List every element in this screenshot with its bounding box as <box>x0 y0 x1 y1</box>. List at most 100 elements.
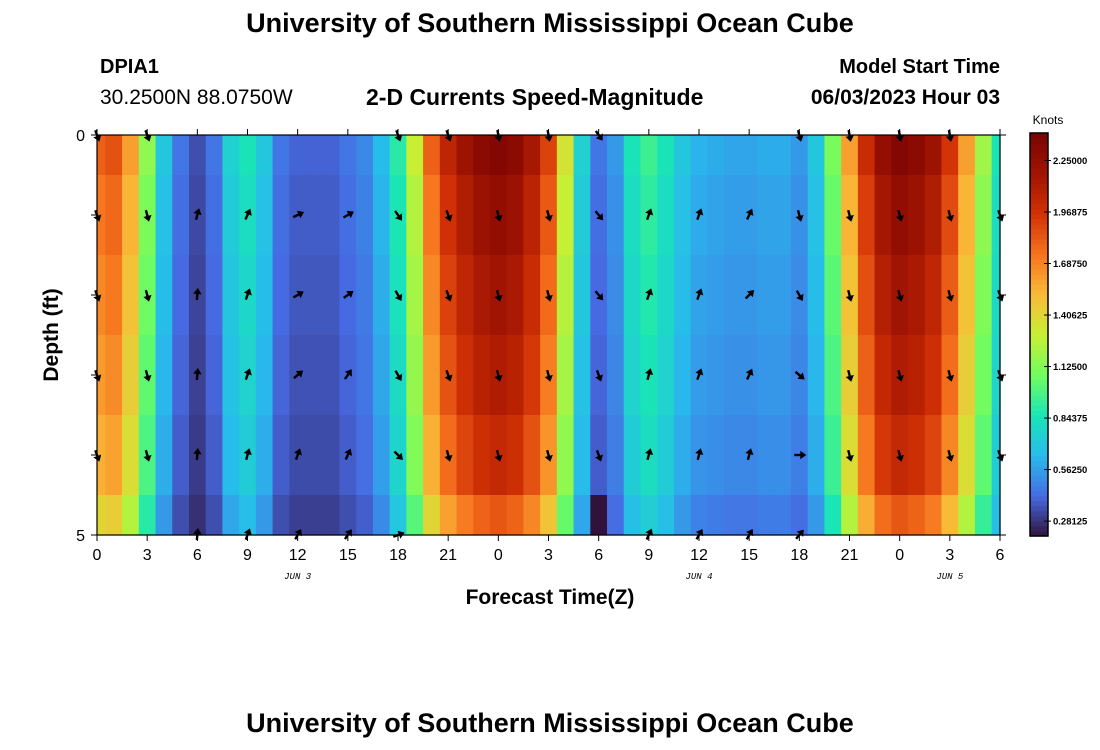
heatmap-cell <box>389 495 407 536</box>
heatmap-cell <box>306 335 324 416</box>
heatmap-cell <box>874 175 892 256</box>
heatmap-cell <box>573 335 591 416</box>
heatmap-cell <box>322 135 341 176</box>
heatmap-cell <box>874 255 892 336</box>
arrow-shaft <box>645 292 651 301</box>
chart-title: 2-D Currents Speed-Magnitude <box>366 84 704 110</box>
heatmap-cell <box>991 495 1001 536</box>
current-arrow <box>193 288 202 301</box>
heatmap-cell <box>473 175 491 256</box>
arrow-head <box>845 294 854 302</box>
station-coordinates: 30.2500N 88.0750W <box>100 86 293 109</box>
heatmap-cell <box>97 415 106 496</box>
heatmap-cell <box>924 135 943 176</box>
colorbar-segment <box>1030 410 1048 416</box>
heatmap-cell <box>255 135 274 176</box>
heatmap-cell <box>372 495 391 536</box>
heatmap-cell <box>306 415 324 496</box>
heatmap-cell <box>924 255 943 336</box>
x-tick-label: 0 <box>494 547 503 564</box>
heatmap-cell <box>423 415 441 496</box>
heatmap-cell <box>640 135 658 176</box>
heatmap-cell <box>255 495 274 536</box>
page-title: University of Southern Mississippi Ocean… <box>246 8 854 38</box>
colorbar-segment <box>1030 263 1048 270</box>
arrow-shaft <box>343 292 351 299</box>
heatmap-cell <box>489 495 508 536</box>
colorbar-segment <box>1030 289 1048 295</box>
arrow-shaft <box>393 450 401 458</box>
heatmap-cell <box>272 135 290 176</box>
heatmap-cell <box>991 255 1001 336</box>
heatmap-cell <box>974 175 993 256</box>
arrow-shaft <box>897 369 902 378</box>
heatmap-cell <box>155 335 173 416</box>
heatmap-cell <box>556 495 575 536</box>
heatmap-cell <box>339 135 357 176</box>
colorbar-segment <box>1030 279 1048 285</box>
heatmap-cell <box>172 415 190 496</box>
arrow-head <box>243 288 252 296</box>
arrow-head <box>596 213 604 221</box>
current-arrow <box>695 368 704 381</box>
heatmap-cell <box>673 415 692 496</box>
colorbar-segment <box>1030 425 1048 431</box>
heatmap-cell <box>272 255 290 336</box>
arrow-head <box>395 213 403 221</box>
heatmap-cell <box>774 415 792 496</box>
arrow-head <box>444 134 453 142</box>
heatmap-cell <box>456 495 474 536</box>
colorbar-segment <box>1030 228 1048 235</box>
heatmap-cell <box>707 135 725 176</box>
arrow-shaft <box>244 532 250 541</box>
heatmap-cell <box>857 495 876 536</box>
colorbar-segment <box>1030 520 1048 527</box>
heatmap-cell <box>740 495 759 536</box>
arrow-head <box>845 135 854 142</box>
heatmap-cell <box>857 135 876 176</box>
heatmap-cell <box>908 495 926 536</box>
heatmap-cell <box>657 335 675 416</box>
arrow-shaft <box>897 209 902 218</box>
heatmap-cell <box>874 335 892 416</box>
heatmap-cell <box>105 175 123 256</box>
heatmap-cell <box>807 255 826 336</box>
current-vector-arrows <box>93 129 1005 541</box>
heatmap-cell <box>205 335 224 416</box>
heatmap-cell <box>991 335 1001 416</box>
arrow-head <box>895 214 905 222</box>
model-start-label: Model Start Time <box>839 56 1000 78</box>
current-arrow <box>143 369 152 382</box>
arrow-shaft <box>646 372 651 381</box>
heatmap-cell <box>205 255 224 336</box>
arrow-shaft <box>495 369 500 378</box>
colorbar-segment <box>1030 203 1048 210</box>
colorbar-segment <box>1030 168 1048 174</box>
arrow-head <box>544 135 553 142</box>
x-tick-label: 3 <box>945 547 954 564</box>
heatmap-cell <box>456 335 474 416</box>
heatmap-cell <box>122 255 140 336</box>
heatmap-cell <box>891 495 909 536</box>
heatmap-cell <box>908 415 926 496</box>
colorbar-segment <box>1030 369 1048 376</box>
colorbar-tick-label: 2.25000 <box>1053 156 1087 167</box>
arrow-head <box>296 210 305 219</box>
arrow-head <box>346 290 354 298</box>
heatmap-cell <box>406 135 424 176</box>
heatmap-cell <box>255 175 274 256</box>
heatmap-cell <box>607 495 625 536</box>
current-arrow <box>494 209 503 222</box>
heatmap-cell <box>740 135 759 176</box>
heatmap-cell <box>272 415 290 496</box>
colorbar-tick-label: 0.56250 <box>1053 465 1087 476</box>
arrow-shaft <box>546 209 551 218</box>
heatmap-cell <box>556 135 575 176</box>
heatmap-cell <box>607 335 625 416</box>
arrow-head <box>800 450 807 460</box>
arrow-shaft <box>144 289 149 298</box>
heatmap-cell <box>908 335 926 416</box>
x-axis-label: Forecast Time(Z) <box>466 586 635 609</box>
heatmap-cell <box>623 495 642 536</box>
arrow-head <box>945 135 955 142</box>
